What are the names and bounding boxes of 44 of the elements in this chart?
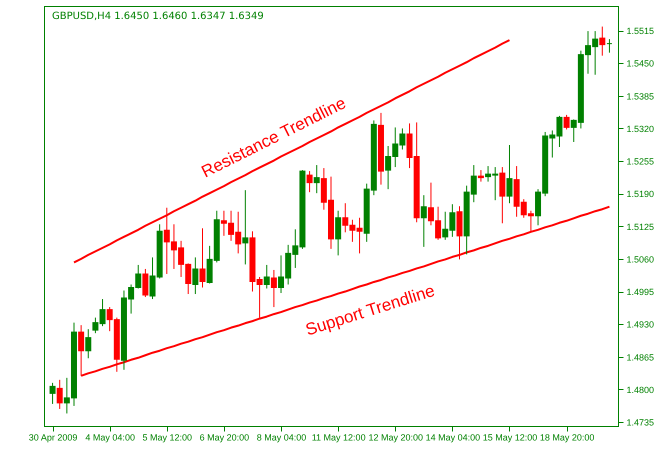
x-tick-label: 5 May 12:00 — [142, 432, 192, 442]
candlestick — [564, 114, 570, 130]
y-tick-label: 1.5515 — [626, 26, 654, 36]
chart-title: GBPUSD,H4 1.6450 1.6460 1.6347 1.6349 — [52, 11, 264, 22]
x-tick-label: 14 May 04:00 — [426, 432, 480, 442]
y-tick-label: 1.5385 — [626, 91, 654, 102]
y-tick-label: 1.4995 — [626, 287, 654, 298]
candlestick — [270, 269, 277, 308]
candlestick — [142, 268, 148, 298]
candlestick — [599, 26, 606, 56]
text: Support Trendline — [303, 281, 437, 340]
candlestick — [478, 170, 484, 182]
y-tick-label: 1.5060 — [626, 254, 654, 264]
candlestick — [606, 38, 612, 54]
y-tick-label: 1.4930 — [626, 320, 654, 330]
y-tick-label: 1.5450 — [626, 58, 654, 69]
x-tick-label: 4 May 04:00 — [85, 432, 135, 442]
x-tick-label: 30 Apr 2009 — [28, 432, 78, 442]
y-tick-label: 1.5125 — [626, 222, 654, 232]
candlestick — [264, 264, 270, 290]
x-tick-label: 18 May 20:00 — [540, 432, 594, 442]
candlestick — [420, 194, 427, 248]
candlestick — [199, 228, 206, 288]
y-tick-label: 1.5190 — [626, 189, 654, 200]
x-tick-label: 15 May 12:00 — [482, 432, 538, 442]
candlestick — [50, 382, 56, 404]
candlestick — [306, 170, 313, 193]
y-tick-label: 1.4800 — [626, 384, 654, 395]
candlestick — [506, 144, 512, 204]
x-tick-label: 8 May 04:00 — [256, 432, 306, 442]
x-tick-label: 11 May 12:00 — [312, 432, 366, 442]
y-tick-label: 1.4865 — [626, 352, 654, 362]
x-tick-label: 6 May 20:00 — [200, 432, 250, 442]
candlestick — [335, 210, 342, 256]
candlestick — [192, 256, 198, 295]
candlestick — [85, 328, 92, 359]
y-tick-label: 1.5320 — [626, 124, 654, 134]
y-tick-label: 1.4735 — [626, 417, 654, 428]
candlestick — [499, 166, 506, 224]
y-tick-label: 1.5255 — [626, 156, 654, 167]
candlestick — [56, 379, 63, 410]
candlestick — [242, 190, 248, 265]
candlestick — [314, 164, 320, 194]
x-tick-label: 12 May 20:00 — [368, 432, 424, 442]
